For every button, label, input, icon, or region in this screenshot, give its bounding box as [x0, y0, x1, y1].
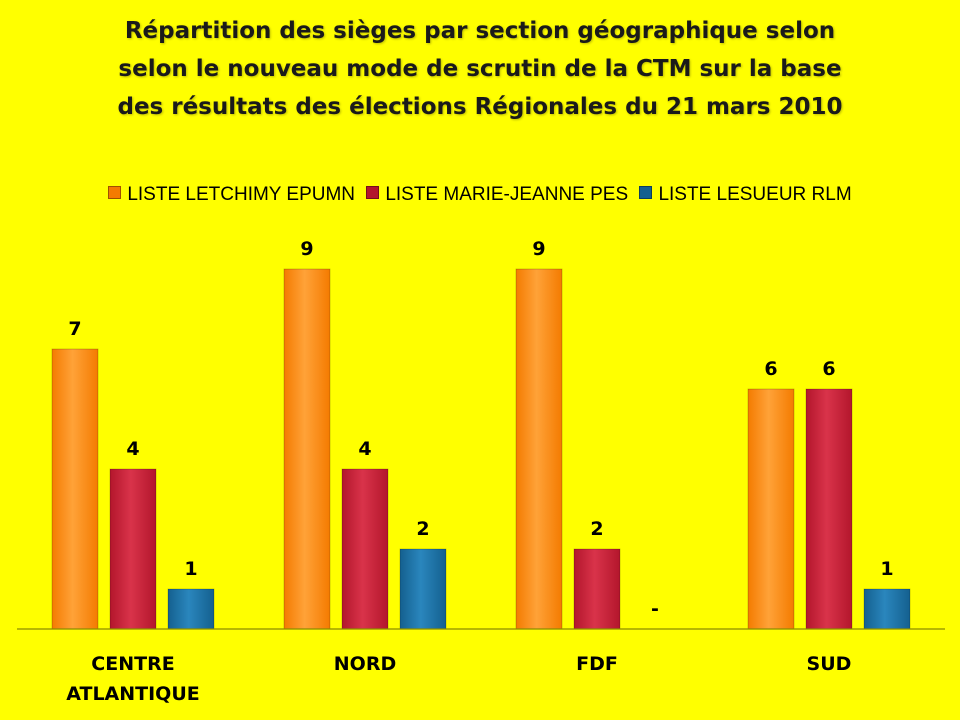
- bar-letchimy-2: [283, 268, 331, 630]
- data-label-lesueur-4: 1: [880, 558, 893, 580]
- x-tick-label-4: SUD: [807, 653, 852, 675]
- legend-item-marie-jeanne: LISTE MARIE-JEANNE PES: [366, 184, 628, 206]
- chart-title-line-1: Répartition des sièges par section géogr…: [124, 18, 836, 44]
- bar-marie-jeanne-1: [109, 468, 157, 630]
- legend-swatch-lesueur: [639, 186, 653, 199]
- bar-lesueur-2: [399, 548, 447, 630]
- legend-item-letchimy: LISTE LETCHIMY EPUMN: [108, 184, 355, 206]
- chart-title-line-3: des résultats des élections Régionales d…: [117, 94, 843, 120]
- legend-label-letchimy: LISTE LETCHIMY EPUMN: [127, 184, 356, 205]
- chart-title-line-2: selon le nouveau mode de scrutin de la C…: [118, 56, 842, 82]
- data-label-lesueur-2: 2: [416, 518, 429, 540]
- x-tick-label-3: FDF: [576, 653, 618, 675]
- bar-letchimy-3: [515, 268, 563, 630]
- data-label-letchimy-1: 7: [68, 318, 81, 340]
- data-label-letchimy-4: 6: [764, 358, 777, 380]
- bar-marie-jeanne-2: [341, 468, 389, 630]
- bar-marie-jeanne-4: [805, 388, 853, 630]
- bar-lesueur-4: [863, 588, 911, 630]
- legend-swatch-letchimy: [108, 186, 122, 199]
- data-label-lesueur-3: -: [651, 598, 659, 620]
- legend-item-lesueur: LISTE LESUEUR RLM: [639, 184, 852, 206]
- legend-label-lesueur: LISTE LESUEUR RLM: [658, 184, 852, 205]
- bar-marie-jeanne-3: [573, 548, 621, 630]
- data-label-letchimy-2: 9: [300, 238, 313, 260]
- legend-label-marie-jeanne: LISTE MARIE-JEANNE PES: [385, 184, 629, 205]
- data-label-marie-jeanne-3: 2: [590, 518, 603, 540]
- chart-title: Répartition des sièges par section géogr…: [0, 12, 960, 126]
- chart-legend: LISTE LETCHIMY EPUMN LISTE MARIE-JEANNE …: [0, 184, 960, 206]
- bar-letchimy-4: [747, 388, 795, 630]
- x-tick-label-1-line-1: CENTRE: [91, 653, 174, 675]
- data-label-letchimy-3: 9: [532, 238, 545, 260]
- x-tick-label-2: NORD: [334, 653, 396, 675]
- data-label-marie-jeanne-1: 4: [126, 438, 139, 460]
- bar-lesueur-1: [167, 588, 215, 630]
- legend-swatch-marie-jeanne: [366, 186, 380, 199]
- bar-letchimy-1: [51, 348, 99, 630]
- data-label-lesueur-1: 1: [184, 558, 197, 580]
- data-label-marie-jeanne-4: 6: [822, 358, 835, 380]
- x-tick-label-1-line-2: ATLANTIQUE: [66, 683, 200, 705]
- data-label-marie-jeanne-2: 4: [358, 438, 371, 460]
